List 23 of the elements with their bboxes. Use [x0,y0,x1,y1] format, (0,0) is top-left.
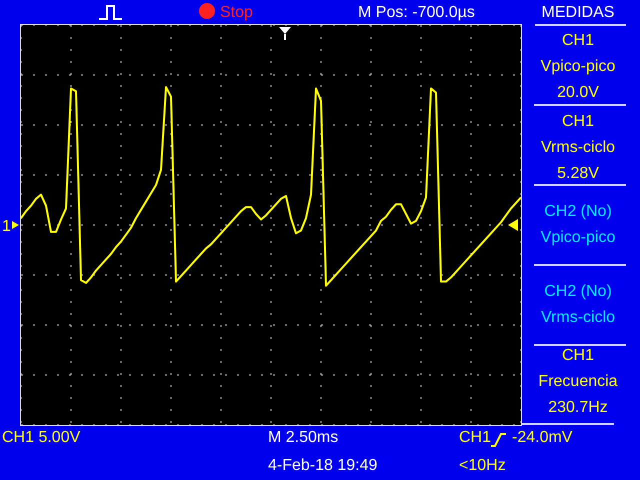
text: CH2 (No) [544,203,612,220]
text: MEDIDAS [542,4,614,21]
text: 230.7Hz [548,399,608,416]
text: CH1 5.00V [2,429,81,446]
text: CH2 (No) [544,283,612,300]
text: <10Hz [459,457,506,474]
text: Stop [220,4,254,21]
text: Vrms-ciclo [540,139,616,156]
text: CH1 [459,429,492,446]
text: CH1 [562,32,594,49]
text: 5.28V [557,165,600,182]
text: M Pos: -700.0µs [358,4,475,21]
text: CH1 [562,113,594,130]
text: Vrms-ciclo [540,309,616,326]
text: Vpico-pico [540,229,616,246]
text: -24.0mV [512,429,573,446]
text: Frecuencia [538,373,618,390]
text: Vpico-pico [540,58,616,75]
text: 20.0V [557,84,600,101]
text: CH1 [562,347,594,364]
text: 1 [2,218,11,235]
text: 4-Feb-18 19:49 [268,457,378,474]
text: M 2.50ms [268,429,338,446]
